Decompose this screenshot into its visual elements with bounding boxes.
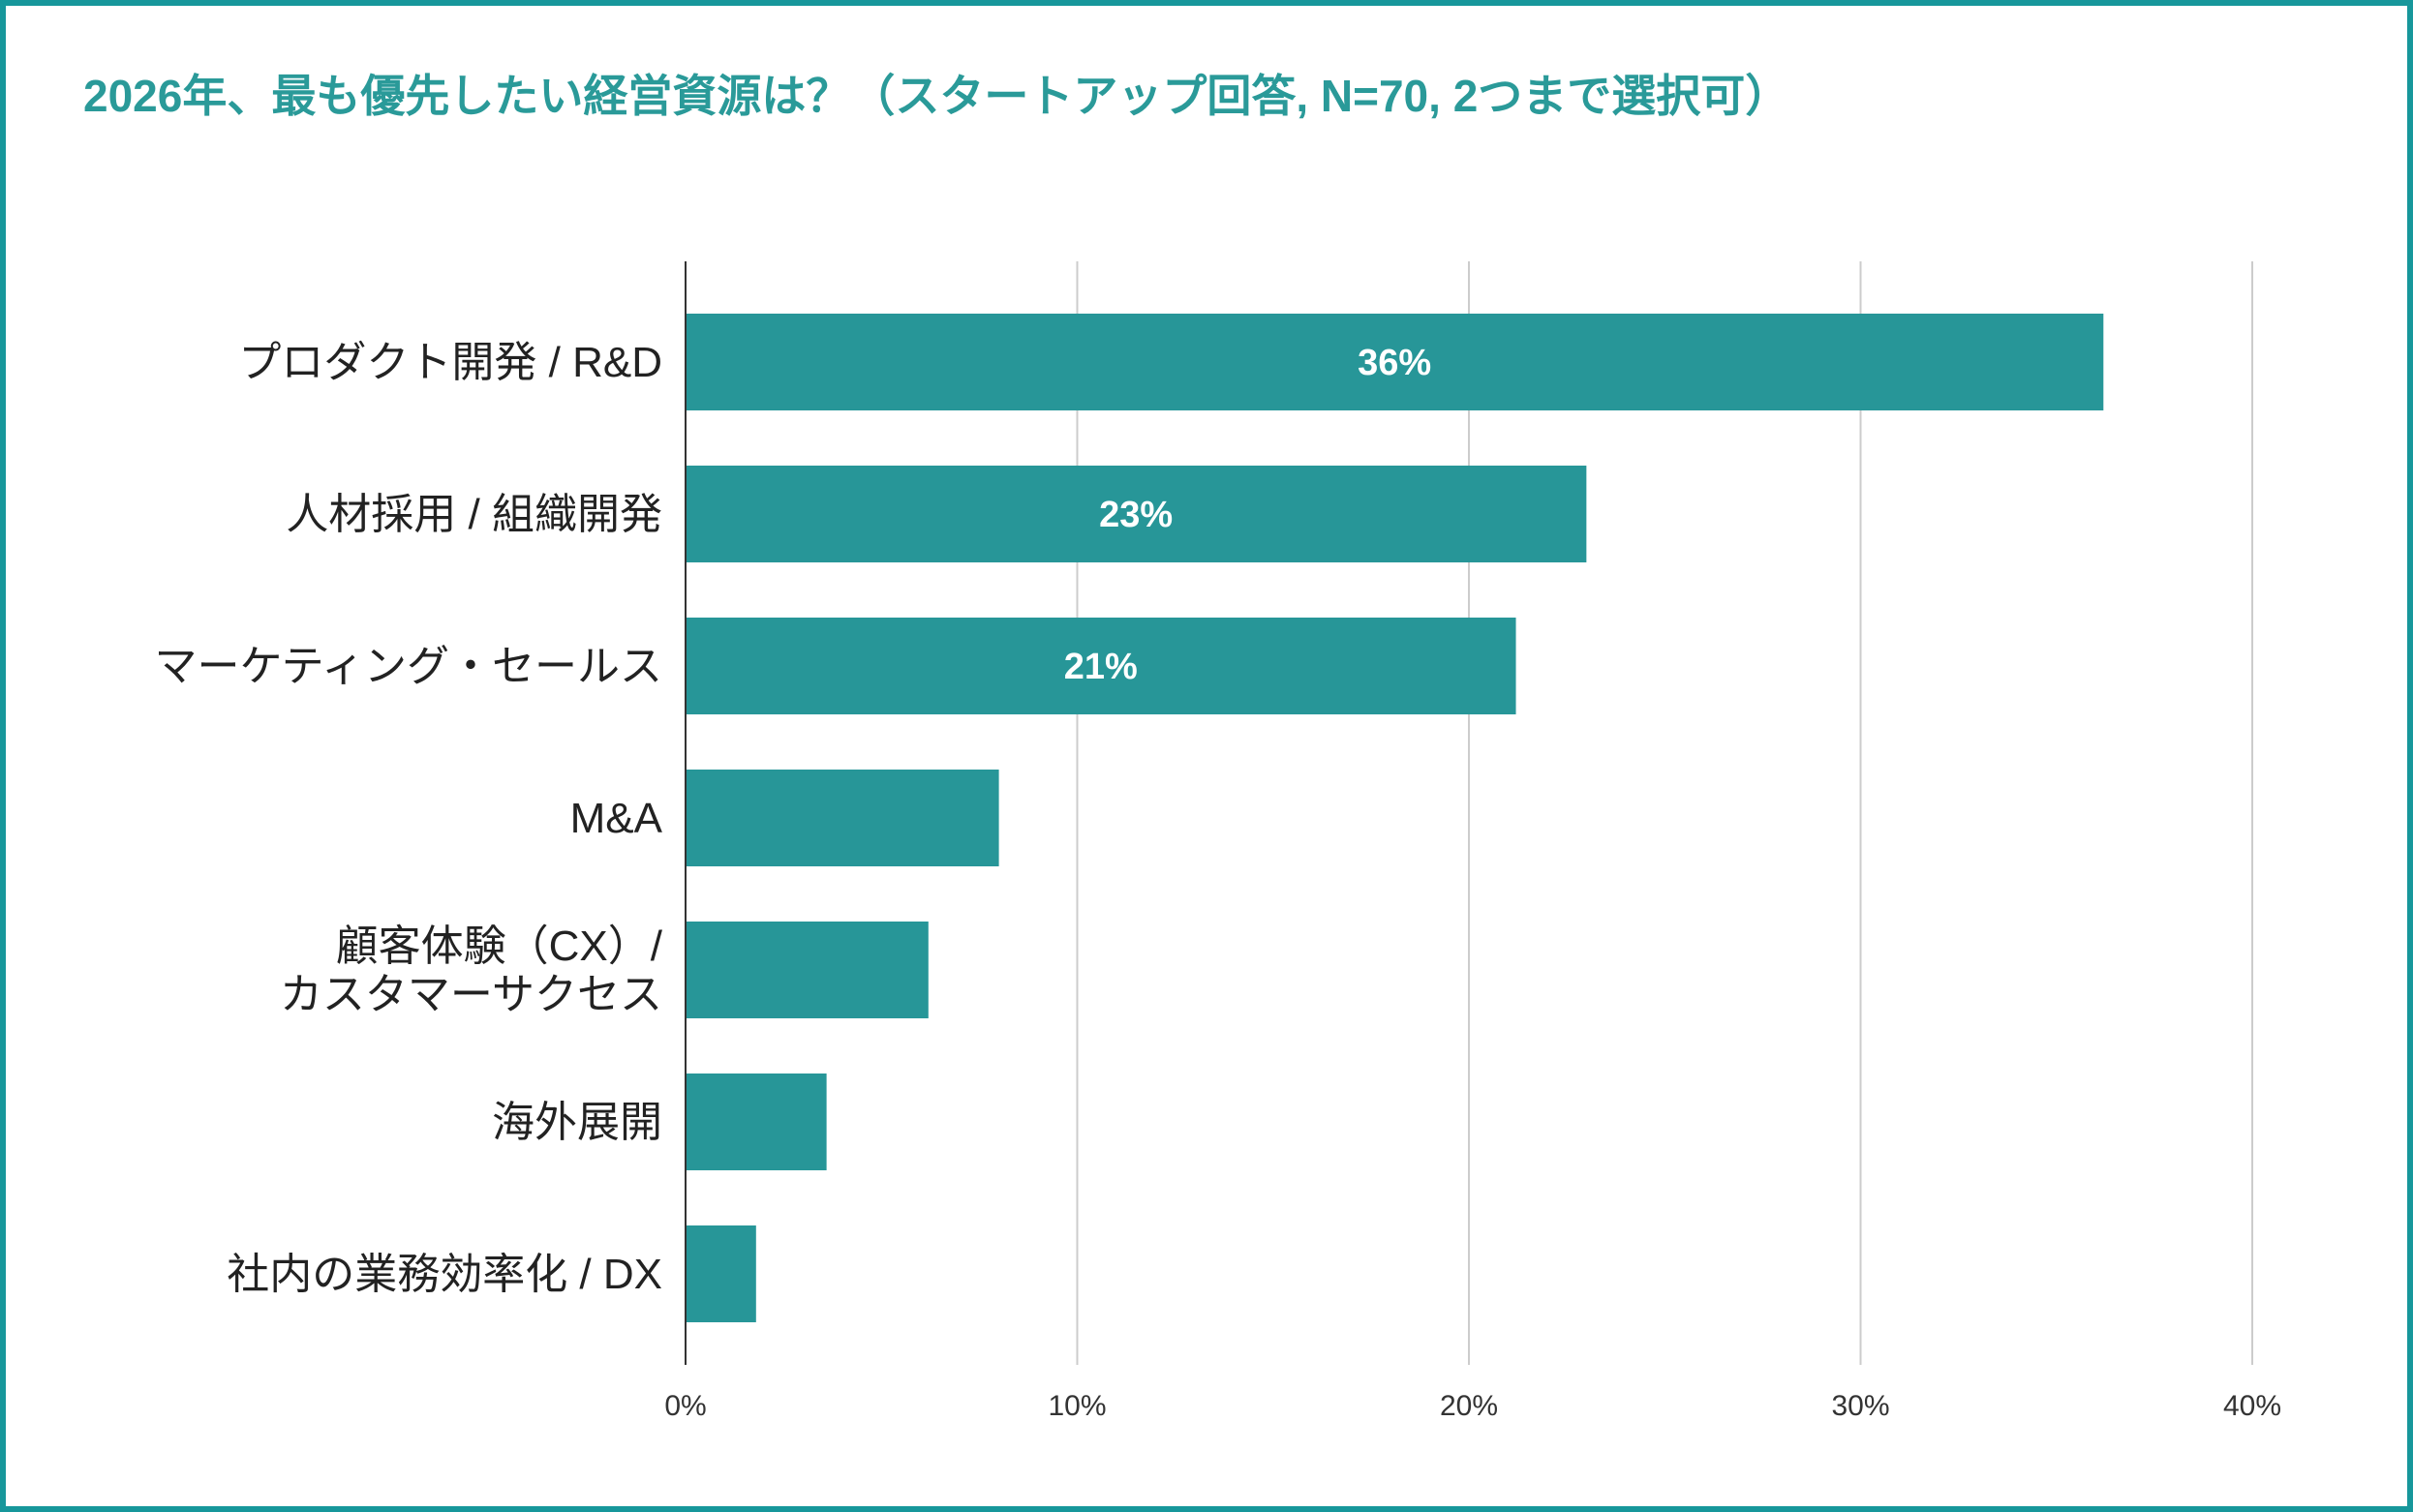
category-label-line: 社内の業務効率化 / DX <box>227 1251 662 1298</box>
bar <box>686 1225 756 1322</box>
category-label-line: カスタマーサクセス <box>280 971 662 1018</box>
labels: 36% プロダクト開発 / R&D 23% 人材採用 / 組織開発 21% マーケティング… <box>155 339 1432 1298</box>
category-label: マーケティング・セールス <box>155 643 662 690</box>
bar <box>686 922 929 1018</box>
data-label: 23% <box>1099 495 1173 535</box>
category-label: 人材採用 / 組織開発 <box>286 491 662 538</box>
category-label-line: 顧客体験（CX）/ <box>336 922 663 970</box>
chart-title: 2026年、最も優先したい経営資源は？（スタートアップ回答, N=70, 2つま… <box>83 71 1790 121</box>
bar <box>686 466 1587 562</box>
category-label-line: プロダクト開発 / R&D <box>238 339 662 386</box>
x-tick-label: 20% <box>1440 1390 1498 1422</box>
category-label: M&A <box>570 795 663 842</box>
x-tick-label: 30% <box>1831 1390 1889 1422</box>
category-label: プロダクト開発 / R&D <box>238 339 662 386</box>
category-label-line: 人材採用 / 組織開発 <box>286 491 662 538</box>
x-tick-label: 10% <box>1048 1390 1106 1422</box>
data-label: 36% <box>1358 343 1431 383</box>
bar <box>686 314 2104 410</box>
category-label-line: 海外展開 <box>492 1099 662 1146</box>
bars <box>686 314 2104 1322</box>
category-label: 顧客体験（CX）/カスタマーサクセス <box>280 922 663 1018</box>
axes: 0% 10% 20% 30% 40% <box>664 261 2281 1422</box>
category-label: 社内の業務効率化 / DX <box>227 1251 662 1298</box>
category-label: 海外展開 <box>492 1099 662 1146</box>
bar <box>686 770 999 866</box>
x-tick-label: 0% <box>664 1390 706 1422</box>
category-label-line: マーケティング・セールス <box>155 643 662 690</box>
gridlines <box>1076 261 2253 1365</box>
bar <box>686 1074 827 1170</box>
x-tick-label: 40% <box>2223 1390 2281 1422</box>
data-label: 21% <box>1064 647 1138 687</box>
category-label-line: M&A <box>570 795 663 842</box>
bar <box>686 618 1516 714</box>
